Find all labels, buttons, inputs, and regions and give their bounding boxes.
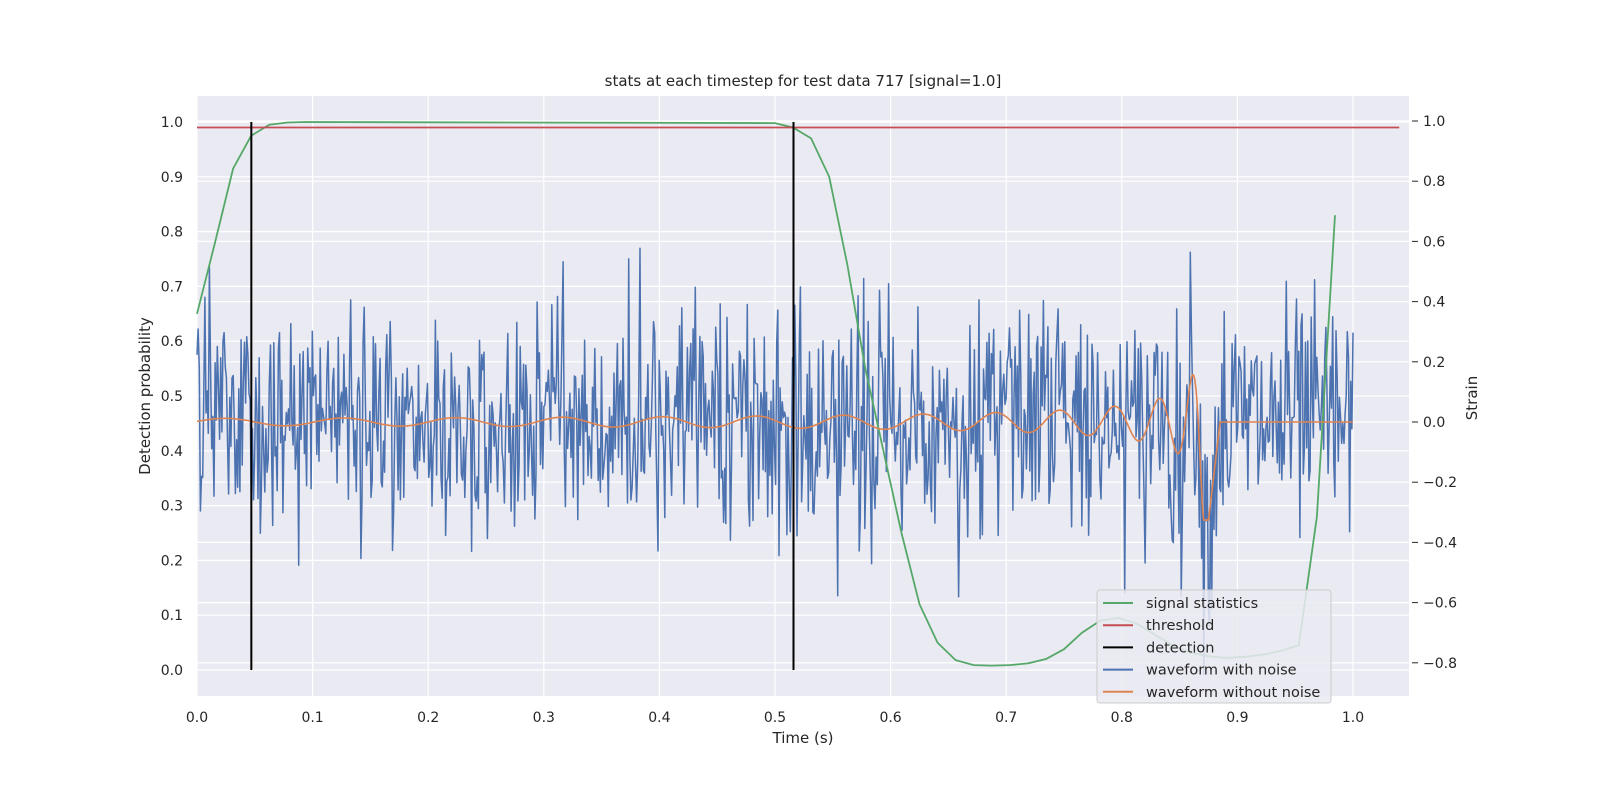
- legend-label: threshold: [1146, 618, 1214, 634]
- y-tick-label: 0.7: [161, 279, 183, 295]
- y2-axis-title: Strain: [1463, 376, 1481, 420]
- y-tick-label: 0.2: [161, 553, 183, 569]
- y-tick-label: 0.5: [161, 389, 183, 405]
- x-tick-label: 0.4: [648, 710, 670, 726]
- legend-label: signal statistics: [1146, 596, 1258, 612]
- y2-tick-label: −0.2: [1423, 475, 1457, 491]
- x-tick-label: 0.8: [1111, 710, 1133, 726]
- y2-tick-label: 0.6: [1423, 234, 1445, 250]
- y2-tick-label: 0.4: [1423, 295, 1445, 311]
- x-axis-title: Time (s): [772, 729, 834, 747]
- series-waveform-with-noise: [196, 247, 1354, 676]
- x-tick-labels: 0.0 0.1 0.2 0.3 0.4 0.5 0.6 0.7 0.8 0.9 1.0: [186, 710, 1364, 726]
- y-tick-label: 0.1: [161, 608, 183, 624]
- y-tick-label: 0.6: [161, 334, 183, 350]
- y2-tick-label: 0.2: [1423, 355, 1445, 371]
- y2-tick-label: 0.8: [1423, 174, 1445, 190]
- y2-tick-label: 0.0: [1423, 415, 1445, 431]
- x-tick-label: 1.0: [1342, 710, 1364, 726]
- y2-tick-label: −0.6: [1423, 596, 1457, 612]
- chart-title: stats at each timestep for test data 717…: [605, 72, 1002, 90]
- y2-tick-labels: −0.8 −0.6 −0.4 −0.2 0.0 0.2 0.4 0.6 0.8 1.0: [1412, 114, 1457, 672]
- y-tick-label: 0.4: [161, 444, 183, 460]
- y-tick-label: 0.8: [161, 225, 183, 241]
- legend-box: [1096, 589, 1332, 704]
- y-tick-labels: 0.0 0.1 0.2 0.3 0.4 0.5 0.6 0.7 0.8 0.9 1.0: [161, 115, 183, 679]
- legend-label: waveform without noise: [1146, 685, 1320, 701]
- y-tick-label: 0.0: [161, 663, 183, 679]
- y2-tick-label: −0.8: [1423, 656, 1457, 672]
- x-tick-label: 0.6: [879, 710, 901, 726]
- x-tick-label: 0.0: [186, 710, 208, 726]
- y2-tick-label: −0.4: [1423, 535, 1457, 551]
- x-tick-label: 0.5: [764, 710, 786, 726]
- x-tick-label: 0.9: [1226, 710, 1248, 726]
- legend-label: detection: [1146, 640, 1214, 656]
- y2-tick-label: 1.0: [1423, 114, 1445, 130]
- y-axis-title: Detection probability: [136, 317, 154, 475]
- legend: signal statistics threshold detection wavef…: [1096, 589, 1332, 704]
- y-tick-label: 1.0: [161, 115, 183, 131]
- x-tick-label: 0.1: [301, 710, 323, 726]
- x-tick-label: 0.7: [995, 710, 1017, 726]
- legend-label: waveform with noise: [1146, 663, 1297, 679]
- series-waveform-without-noise: [196, 373, 1353, 521]
- x-tick-label: 0.2: [417, 710, 439, 726]
- x-tick-label: 0.3: [533, 710, 555, 726]
- y-tick-label: 0.9: [161, 170, 183, 186]
- y-tick-label: 0.3: [161, 499, 183, 515]
